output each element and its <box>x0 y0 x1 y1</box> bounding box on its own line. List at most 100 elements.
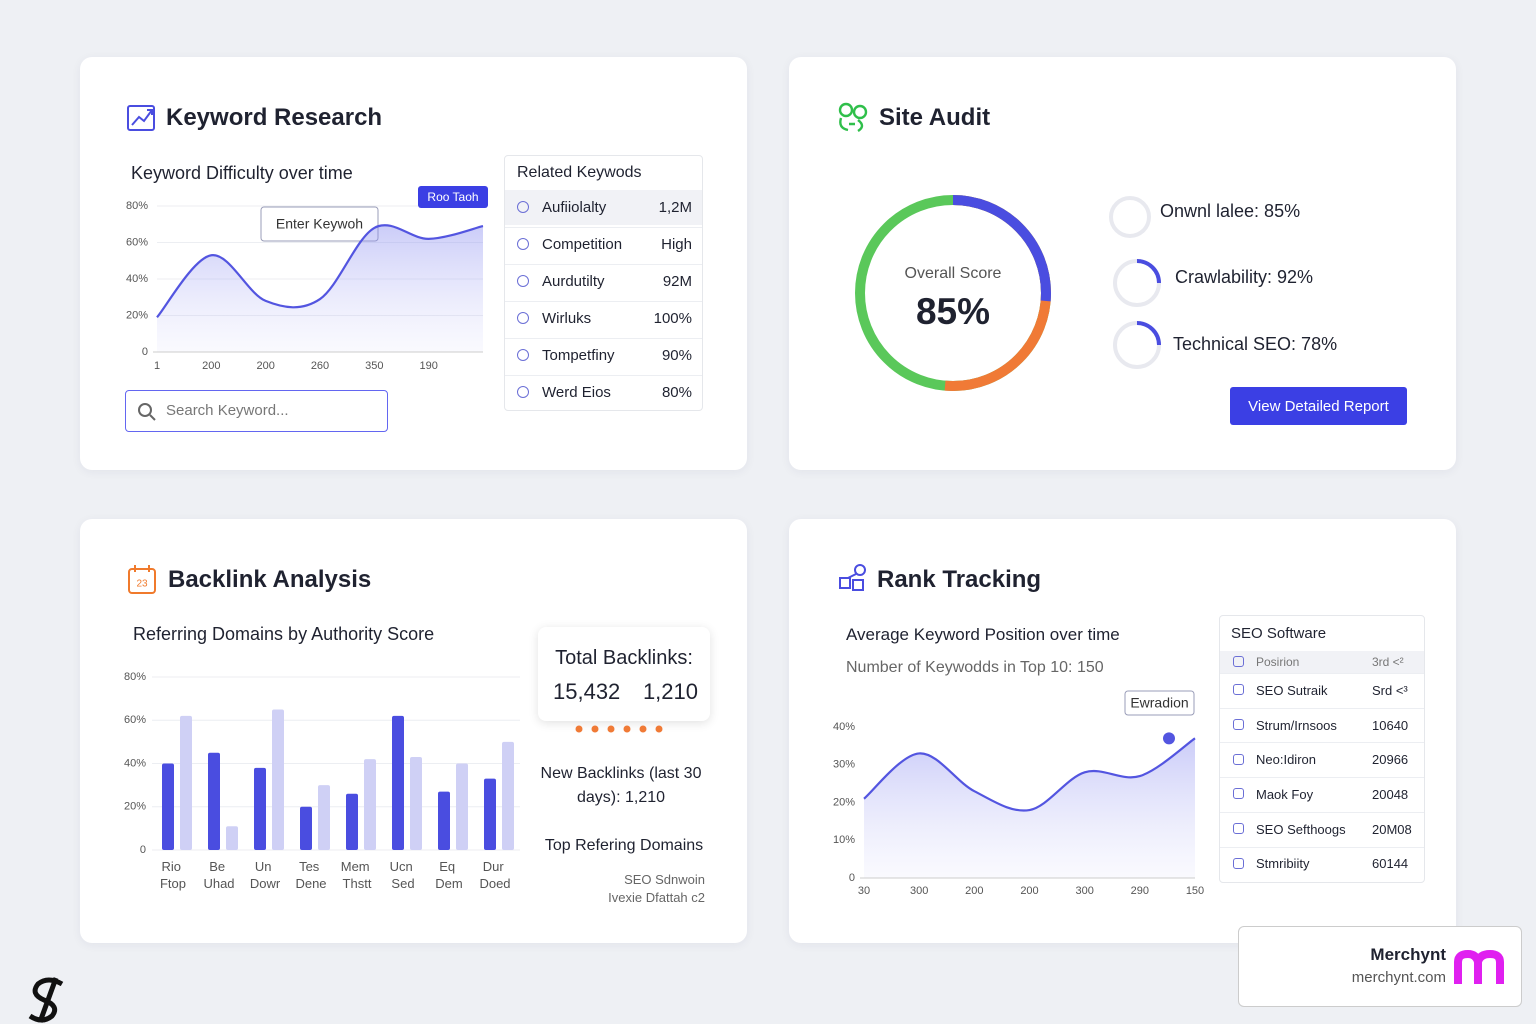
keyword: Werd Eios <box>542 384 611 401</box>
software: SEO Sutraik <box>1256 682 1328 698</box>
x-tick-label: 30 <box>858 885 870 897</box>
software-value: 3rd <² <box>1372 655 1404 669</box>
search-placeholder[interactable]: Search Keyword... <box>166 402 289 419</box>
table-title: SEO Software <box>1231 625 1327 642</box>
bar <box>346 793 358 850</box>
search-box[interactable] <box>125 390 388 432</box>
total: 15,432 <box>553 679 621 704</box>
y-tick-label: 20% <box>126 309 148 321</box>
card-title: Site Audit <box>879 104 991 131</box>
bar <box>180 715 192 850</box>
row-icon <box>517 312 529 324</box>
bar <box>272 709 284 850</box>
bar <box>254 767 266 850</box>
x-tick-label: Ucn Sed <box>390 859 417 891</box>
search-icon <box>138 403 156 421</box>
row-rule <box>1220 777 1424 779</box>
domain: SEO Sdnwoin <box>624 872 705 887</box>
software-value: 20M08 <box>1372 821 1412 837</box>
new-backlinks: New Backlinks (last 30 days): 1,210 <box>540 765 702 806</box>
bar <box>162 763 174 850</box>
total-new: 1,210 <box>642 679 698 704</box>
software-value: 60144 <box>1372 856 1409 872</box>
row-icon <box>517 238 529 250</box>
metric: Crawlability: 92% <box>1175 267 1314 287</box>
domain: Ivexie Dfattah c2 <box>608 890 705 905</box>
keyword-value: 90% <box>661 347 692 364</box>
x-tick-label: 290 <box>1131 885 1149 897</box>
bar <box>226 826 238 850</box>
keyword-value: 80% <box>661 384 692 401</box>
y-tick-label: 40% <box>126 273 148 285</box>
annotation-box <box>260 206 379 242</box>
row-icon <box>1233 719 1244 731</box>
software-value: 20966 <box>1372 752 1409 768</box>
point <box>1163 732 1175 745</box>
x-tick-label: Mem Thstt <box>341 859 374 891</box>
keyword: Aufiiolalty <box>542 199 607 216</box>
row-rule <box>505 301 702 302</box>
metric-rings <box>1109 196 1161 369</box>
bar <box>318 785 330 850</box>
button-label[interactable]: View Detailed Report <box>1248 398 1389 415</box>
keyword: Aurdutilty <box>542 273 605 290</box>
row-rule <box>1220 846 1424 848</box>
row-rule <box>1220 742 1424 744</box>
keyword: Wirluks <box>542 310 592 327</box>
card-title: Rank Tracking <box>877 566 1042 593</box>
x-tick-label: 1 <box>154 360 160 372</box>
row-rule <box>505 227 702 228</box>
annotation-box <box>1124 690 1195 716</box>
card-title: Backlink Analysis <box>168 566 372 593</box>
report-button[interactable] <box>1230 387 1407 425</box>
bar <box>392 715 404 850</box>
score-label: Overall Score <box>904 265 1002 282</box>
row-icon <box>1233 788 1244 800</box>
dots <box>575 725 663 733</box>
chart-title: Referring Domains by Authority Score <box>133 624 435 644</box>
icon <box>839 564 866 591</box>
line <box>156 224 484 319</box>
bar <box>502 741 514 850</box>
chart-title: Keyword Difficulty over time <box>131 163 353 183</box>
row-rule <box>1220 707 1424 709</box>
row-icon <box>517 201 529 213</box>
x-tick-label: 150 <box>1186 885 1204 897</box>
software-value: 20048 <box>1372 786 1409 802</box>
metric: Onwnl lalee: 85% <box>1160 201 1301 221</box>
x-tick-label: Un Dowr <box>250 859 281 891</box>
metric: Technical SEO: 78% <box>1173 334 1338 354</box>
line <box>863 737 1196 812</box>
watermark-url: merchynt.com <box>1351 969 1446 986</box>
row-icon <box>517 349 529 361</box>
top-domains: Top Refering Domains <box>544 837 704 854</box>
y-tick-label: 40% <box>124 757 146 769</box>
software: Maok Foy <box>1256 786 1314 802</box>
keyword: Tompetfiny <box>542 347 615 364</box>
y-tick-label: 60% <box>124 714 146 726</box>
x-tick-label: 200 <box>1020 885 1038 897</box>
area <box>864 738 1195 878</box>
y-tick-label: 0 <box>140 844 146 856</box>
x-tick-label: 200 <box>202 360 220 372</box>
x-tick-label: Tes Dene <box>295 859 326 891</box>
icon <box>838 102 868 133</box>
x-tick-label: Dur Doed <box>479 859 510 891</box>
score-gauge <box>855 195 1051 391</box>
table-title: Related Keywods <box>517 164 642 181</box>
keyword-value: High <box>661 236 692 253</box>
x-tick-label: 350 <box>365 360 383 372</box>
bar <box>300 806 312 850</box>
y-tick-label: 80% <box>126 200 148 212</box>
y-tick-label: 0 <box>849 872 855 884</box>
card-title: Keyword Research <box>166 104 383 131</box>
x-tick-label: 200 <box>256 360 274 372</box>
annotation: Ewradion <box>1130 695 1188 711</box>
software: Stmribiity <box>1256 856 1310 872</box>
x-tick-label: 200 <box>965 885 983 897</box>
row-bg <box>505 190 702 225</box>
area <box>157 225 483 352</box>
x-tick-label: Rio Ftop <box>160 859 186 891</box>
bar <box>410 757 422 850</box>
keyword-value: 1,2M <box>658 199 692 216</box>
